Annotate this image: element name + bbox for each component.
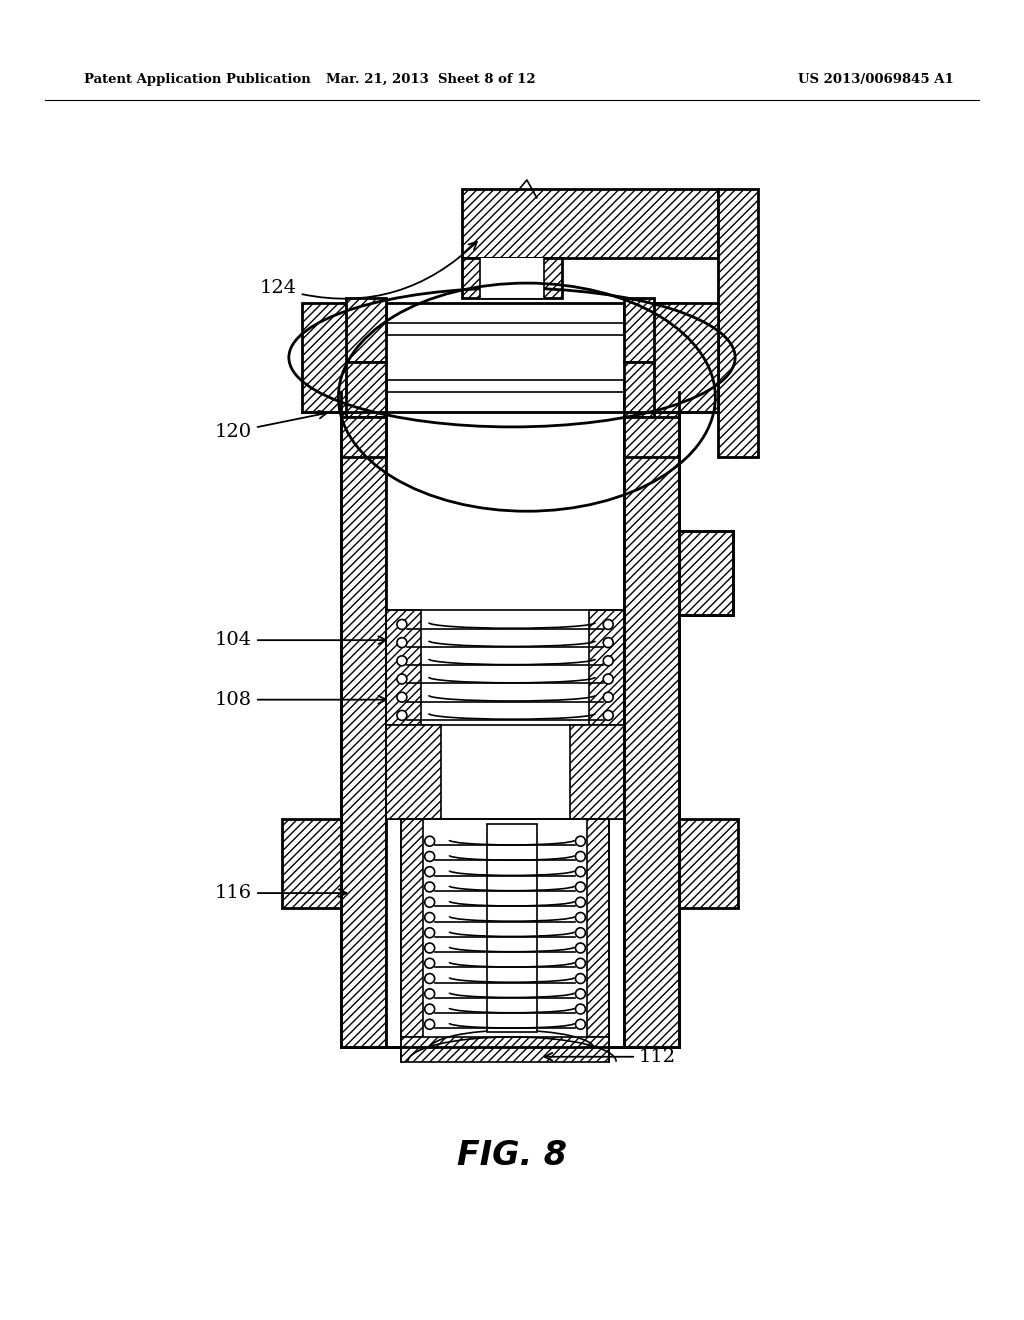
Text: 108: 108 <box>215 690 386 709</box>
Circle shape <box>425 912 434 923</box>
Circle shape <box>425 1005 434 1014</box>
Circle shape <box>425 898 434 907</box>
Circle shape <box>425 974 434 983</box>
Circle shape <box>575 882 586 892</box>
Bar <box>386 726 440 818</box>
Circle shape <box>397 638 407 648</box>
Bar <box>386 302 624 1047</box>
Circle shape <box>575 928 586 937</box>
Circle shape <box>425 882 434 892</box>
Bar <box>679 818 738 908</box>
Circle shape <box>575 1005 586 1014</box>
Circle shape <box>575 837 586 846</box>
Circle shape <box>603 692 613 702</box>
Circle shape <box>575 989 586 999</box>
Circle shape <box>425 942 434 953</box>
Bar <box>463 259 561 298</box>
Text: 112: 112 <box>545 1048 676 1065</box>
Bar <box>463 189 718 259</box>
Bar <box>386 726 624 818</box>
Bar <box>588 818 609 1038</box>
Circle shape <box>575 974 586 983</box>
Bar <box>341 302 386 1047</box>
Circle shape <box>603 619 613 630</box>
Circle shape <box>425 867 434 876</box>
Circle shape <box>575 942 586 953</box>
Bar <box>386 610 421 730</box>
Text: 124: 124 <box>260 242 477 298</box>
Circle shape <box>575 1019 586 1030</box>
Circle shape <box>575 867 586 876</box>
Circle shape <box>425 1019 434 1030</box>
Bar <box>624 363 654 417</box>
Text: 116: 116 <box>215 884 346 902</box>
Circle shape <box>397 656 407 665</box>
Bar <box>624 302 679 1047</box>
Bar <box>480 259 544 298</box>
Circle shape <box>397 675 407 684</box>
Bar <box>569 726 624 818</box>
Bar <box>624 298 654 363</box>
Circle shape <box>425 837 434 846</box>
Circle shape <box>425 851 434 862</box>
Circle shape <box>603 675 613 684</box>
Bar <box>590 610 624 730</box>
Bar <box>302 302 386 412</box>
Circle shape <box>425 989 434 999</box>
Bar <box>282 818 341 908</box>
Text: Mar. 21, 2013  Sheet 8 of 12: Mar. 21, 2013 Sheet 8 of 12 <box>326 74 536 86</box>
Circle shape <box>575 958 586 969</box>
Bar <box>401 818 423 1038</box>
Text: FIG. 8: FIG. 8 <box>457 1139 567 1172</box>
Circle shape <box>397 692 407 702</box>
Bar <box>386 335 624 380</box>
Bar <box>487 824 537 1032</box>
Circle shape <box>397 619 407 630</box>
Circle shape <box>425 928 434 937</box>
Bar <box>679 531 733 615</box>
Circle shape <box>603 656 613 665</box>
Text: 104: 104 <box>215 631 386 649</box>
Circle shape <box>575 912 586 923</box>
Bar <box>718 189 758 457</box>
Bar <box>346 363 386 417</box>
Text: US 2013/0069845 A1: US 2013/0069845 A1 <box>798 74 953 86</box>
Circle shape <box>603 710 613 721</box>
Circle shape <box>603 638 613 648</box>
Bar <box>624 302 718 412</box>
Text: 120: 120 <box>215 411 327 441</box>
Text: Patent Application Publication: Patent Application Publication <box>84 74 310 86</box>
Circle shape <box>397 710 407 721</box>
Bar <box>401 1038 609 1061</box>
Bar <box>346 298 386 363</box>
Bar <box>624 417 679 457</box>
Bar <box>341 417 386 457</box>
Circle shape <box>575 851 586 862</box>
Circle shape <box>575 898 586 907</box>
Circle shape <box>425 958 434 969</box>
